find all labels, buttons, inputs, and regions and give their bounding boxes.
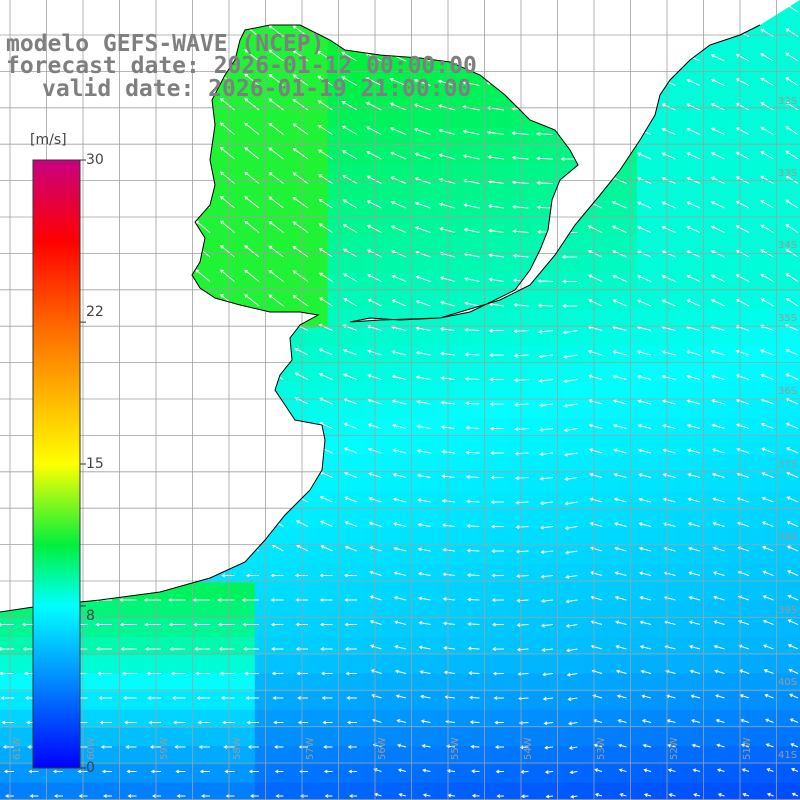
lat-label-32s: 32S: [778, 96, 798, 107]
lat-label-35s: 35S: [778, 313, 798, 324]
title-valid-date: valid date: 2026-01-19 21:00:00: [42, 76, 472, 102]
coastline: [0, 24, 761, 613]
title-forecast-date: forecast date: 2026-01-12 00:00:00: [6, 53, 477, 79]
lat-label-33s: 33S: [778, 168, 798, 179]
lon-label-52w: 52W: [669, 737, 680, 760]
lon-label-54w: 54W: [523, 737, 534, 760]
lon-label-61w: 61W: [12, 737, 23, 760]
lon-label-53w: 53W: [596, 737, 607, 760]
lat-label-39s: 39S: [778, 605, 798, 616]
colorbar-tick-30: 30: [86, 152, 104, 168]
lon-label-51w: 51W: [742, 737, 753, 760]
lat-label-40s: 40S: [778, 677, 798, 688]
lat-label-41s: 41S: [778, 750, 798, 761]
colorbar-tick-0: 0: [86, 760, 95, 776]
title-model: modelo GEFS-WAVE (NCEP): [6, 31, 325, 57]
colorbar-tick-8: 8: [86, 608, 95, 624]
colorbar-tick-22: 22: [86, 304, 104, 320]
lon-label-57w: 57W: [305, 737, 316, 760]
lat-label-37s: 37S: [778, 459, 798, 470]
lon-label-58w: 58W: [232, 737, 243, 760]
land-mask: [0, 0, 800, 612]
lat-label-36s: 36S: [778, 386, 798, 397]
colorbar-tick-15: 15: [86, 456, 104, 472]
lon-label-59w: 59W: [159, 737, 170, 760]
lon-label-56w: 56W: [377, 737, 388, 760]
lon-label-60w: 60W: [86, 737, 97, 760]
colorbar: [32, 159, 86, 769]
colorbar-unit: [m/s]: [30, 132, 67, 148]
lat-label-34s: 34S: [778, 240, 798, 251]
lat-label-38s: 38S: [778, 532, 798, 543]
lon-label-55w: 55W: [450, 737, 461, 760]
